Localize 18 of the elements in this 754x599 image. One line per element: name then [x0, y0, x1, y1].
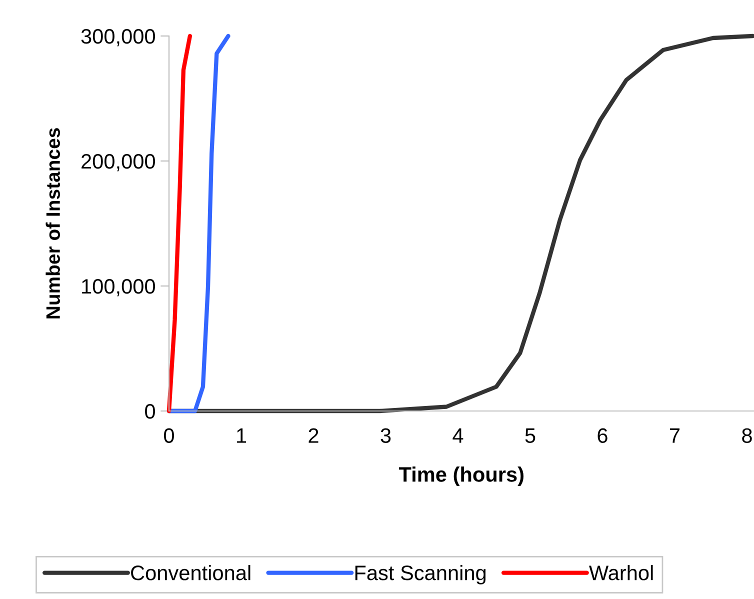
legend-label: Conventional — [131, 564, 250, 580]
x-tick-label: 2 — [308, 428, 318, 443]
x-tick-label: 7 — [670, 428, 680, 443]
x-tick-label: 6 — [598, 428, 608, 443]
x-tick-label: 0 — [164, 428, 174, 443]
legend-label: Fast Scanning — [355, 564, 486, 584]
x-tick-label: 3 — [380, 428, 391, 443]
y-tick-label: 300,000 — [81, 29, 155, 46]
y-axis-title: Number of Instances — [46, 128, 60, 318]
y-tick-label: 0 — [145, 404, 155, 419]
x-tick-label: 5 — [525, 428, 536, 443]
x-axis-title: Time (hours) — [398, 466, 524, 486]
y-tick-label: 100,000 — [82, 279, 155, 296]
x-tick-label: 4 — [452, 428, 464, 443]
x-tick-label: 8 — [742, 428, 752, 443]
legend-label: Warhol — [589, 564, 653, 580]
y-tick-label: 200,000 — [82, 154, 155, 172]
x-tick-label: 1 — [237, 428, 246, 443]
